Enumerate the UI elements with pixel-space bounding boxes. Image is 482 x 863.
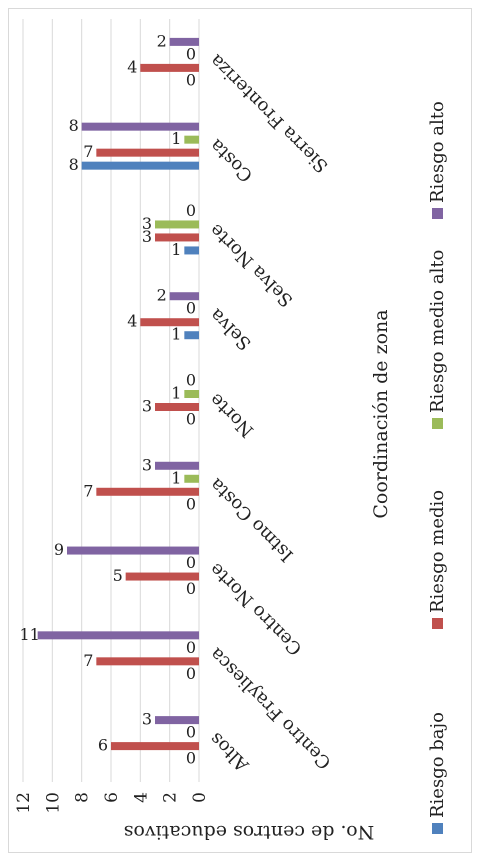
data-label: 9 [54,540,64,559]
bar [140,318,199,327]
y-tick-label: 0 [190,792,210,803]
bar [155,233,199,242]
y-tick-label: 6 [102,792,122,803]
legend-swatch [432,418,443,429]
bar [96,487,199,496]
y-tick-label: 4 [131,792,151,803]
data-label: 0 [186,638,196,657]
chart-rotated-container: 0 2 4 6 8 10 12 0 6 0 3 0 7 0 11 0 5 0 9 0 7 1 3 0 3 1 0 1 4 0 2 1 3 3 0 8… [9,9,473,854]
data-label: 3 [142,227,152,246]
bar [184,246,199,255]
bar [81,161,199,170]
x-tick-label: Costa [205,134,257,186]
gridlines [22,19,200,782]
y-axis-title: No. de centros educativos [124,821,375,843]
data-label: 0 [186,44,196,63]
legend-item: Riesgo medio [427,490,448,629]
legend-item: Riesgo medio alto [427,250,448,429]
data-label: 0 [186,494,196,513]
bar [155,716,199,725]
x-tick-label: Istmo Costa [206,474,298,566]
data-label: 6 [98,736,108,755]
bar [96,148,199,157]
data-label: 0 [186,299,196,318]
data-label: 3 [142,397,152,416]
data-label: 0 [186,201,196,220]
data-label: 1 [171,468,181,487]
data-label: 7 [83,142,93,161]
bar [169,37,200,46]
bars [37,37,200,751]
data-label: 3 [142,710,152,729]
legend-item: Riesgo alto [427,101,448,219]
legend-swatch [432,208,443,219]
chart-frame: 0 2 4 6 8 10 12 0 6 0 3 0 7 0 11 0 5 0 9 0 7 1 3 0 3 1 0 1 4 0 2 1 3 3 0 8… [8,8,472,853]
legend-label: Riesgo alto [427,101,448,203]
bar [184,331,199,340]
bar [169,292,200,301]
data-label: 8 [69,155,79,174]
bar [96,657,199,666]
bar [67,546,199,555]
legend-swatch [432,823,443,834]
bar [184,135,199,144]
y-tick-label: 12 [14,792,34,814]
bar [81,122,199,131]
data-label: 0 [186,70,196,89]
x-tick-label: Norte [206,389,258,441]
data-label: 1 [171,129,181,148]
data-label: 7 [83,651,93,670]
data-label: 0 [186,723,196,742]
y-tick-label: 10 [43,792,63,814]
data-label: 1 [171,240,181,259]
legend-label: Riesgo medio [427,490,448,613]
data-label: 2 [157,286,167,305]
y-tick-label: 2 [161,792,181,803]
data-label: 0 [186,553,196,572]
bar [155,220,199,229]
y-tick-label: 8 [73,792,93,803]
data-label: 7 [83,481,93,500]
bar [125,572,199,581]
data-label: 0 [186,749,196,768]
bar [155,403,199,411]
data-label: 3 [142,214,152,233]
data-label: 11 [19,625,39,644]
x-tick-label: Selva Norte [206,219,298,311]
bar [140,63,199,72]
x-tick-label: Selva [205,304,255,354]
legend-item: Riesgo bajo [427,712,448,834]
legend-label: Riesgo medio alto [427,250,448,413]
bar [111,742,199,751]
bar [184,474,199,483]
x-tick-label: Altos [206,728,254,776]
data-label: 0 [186,410,196,429]
data-label: 1 [171,325,181,344]
legend-swatch [432,618,443,629]
data-label: 1 [171,384,181,403]
data-label: 4 [127,312,137,331]
data-label: 4 [127,57,137,76]
data-label: 3 [142,455,152,474]
data-label: 8 [69,116,79,135]
bar [155,461,199,470]
data-label: 5 [113,566,123,585]
data-label: 0 [186,371,196,390]
x-axis-title: Coordinación de zona [370,309,392,518]
bar [184,390,199,398]
data-label: 2 [157,31,167,50]
legend-label: Riesgo bajo [427,712,448,818]
legend: Riesgo bajo Riesgo medio Riesgo medio alto… [427,101,448,834]
data-label: 0 [186,579,196,598]
bar [37,631,199,640]
data-label: 0 [186,664,196,683]
